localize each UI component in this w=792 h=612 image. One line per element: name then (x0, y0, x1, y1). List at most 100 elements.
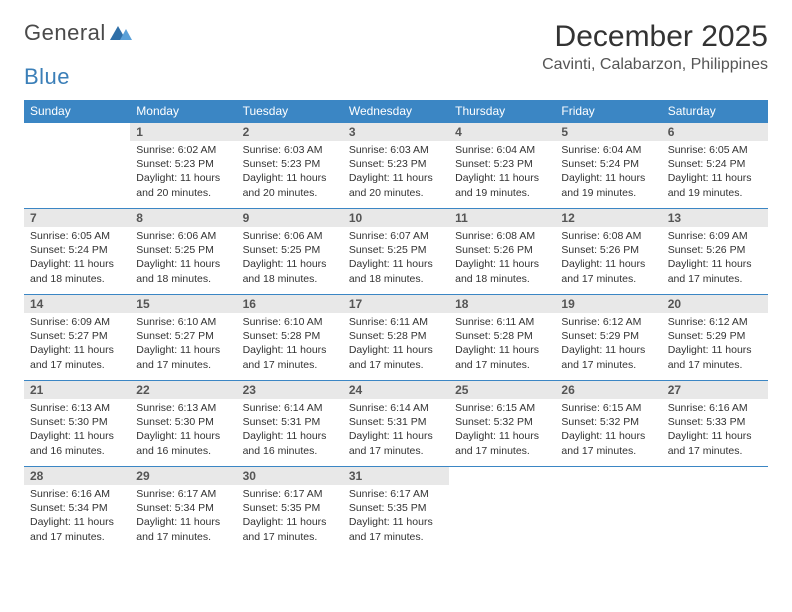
day-number: 25 (449, 381, 555, 399)
day-number: 21 (24, 381, 130, 399)
day-number: 30 (237, 467, 343, 485)
day-body: Sunrise: 6:05 AMSunset: 5:24 PMDaylight:… (662, 141, 768, 204)
day-body: Sunrise: 6:11 AMSunset: 5:28 PMDaylight:… (343, 313, 449, 376)
sunrise-text: Sunrise: 6:08 AM (455, 229, 549, 243)
daylight-text: Daylight: 11 hours and 17 minutes. (561, 257, 655, 285)
day-body: Sunrise: 6:10 AMSunset: 5:27 PMDaylight:… (130, 313, 236, 376)
day-number: 22 (130, 381, 236, 399)
day-number: 9 (237, 209, 343, 227)
day-body: Sunrise: 6:11 AMSunset: 5:28 PMDaylight:… (449, 313, 555, 376)
calendar-day-cell: 14Sunrise: 6:09 AMSunset: 5:27 PMDayligh… (24, 295, 130, 381)
day-body: Sunrise: 6:04 AMSunset: 5:23 PMDaylight:… (449, 141, 555, 204)
weekday-header: Wednesday (343, 100, 449, 123)
day-body: Sunrise: 6:13 AMSunset: 5:30 PMDaylight:… (24, 399, 130, 462)
daylight-text: Daylight: 11 hours and 16 minutes. (136, 429, 230, 457)
calendar-day-cell: 20Sunrise: 6:12 AMSunset: 5:29 PMDayligh… (662, 295, 768, 381)
calendar-day-cell: 26Sunrise: 6:15 AMSunset: 5:32 PMDayligh… (555, 381, 661, 467)
logo: General (24, 20, 132, 46)
sunrise-text: Sunrise: 6:16 AM (668, 401, 762, 415)
daylight-text: Daylight: 11 hours and 18 minutes. (136, 257, 230, 285)
calendar-day-cell: 19Sunrise: 6:12 AMSunset: 5:29 PMDayligh… (555, 295, 661, 381)
sunset-text: Sunset: 5:32 PM (455, 415, 549, 429)
sunrise-text: Sunrise: 6:11 AM (349, 315, 443, 329)
daylight-text: Daylight: 11 hours and 17 minutes. (243, 515, 337, 543)
daylight-text: Daylight: 11 hours and 19 minutes. (561, 171, 655, 199)
day-number: 24 (343, 381, 449, 399)
sunset-text: Sunset: 5:26 PM (455, 243, 549, 257)
daylight-text: Daylight: 11 hours and 17 minutes. (349, 343, 443, 371)
sunrise-text: Sunrise: 6:02 AM (136, 143, 230, 157)
calendar-week-row: 1Sunrise: 6:02 AMSunset: 5:23 PMDaylight… (24, 123, 768, 209)
day-body: Sunrise: 6:03 AMSunset: 5:23 PMDaylight:… (237, 141, 343, 204)
day-number: 18 (449, 295, 555, 313)
day-body: Sunrise: 6:12 AMSunset: 5:29 PMDaylight:… (662, 313, 768, 376)
day-body: Sunrise: 6:13 AMSunset: 5:30 PMDaylight:… (130, 399, 236, 462)
day-body: Sunrise: 6:06 AMSunset: 5:25 PMDaylight:… (237, 227, 343, 290)
daylight-text: Daylight: 11 hours and 17 minutes. (349, 429, 443, 457)
sunrise-text: Sunrise: 6:04 AM (561, 143, 655, 157)
day-number: 27 (662, 381, 768, 399)
calendar-day-cell: 3Sunrise: 6:03 AMSunset: 5:23 PMDaylight… (343, 123, 449, 209)
day-body: Sunrise: 6:07 AMSunset: 5:25 PMDaylight:… (343, 227, 449, 290)
day-number: 7 (24, 209, 130, 227)
sunrise-text: Sunrise: 6:12 AM (561, 315, 655, 329)
sunrise-text: Sunrise: 6:13 AM (30, 401, 124, 415)
daylight-text: Daylight: 11 hours and 17 minutes. (668, 429, 762, 457)
daylight-text: Daylight: 11 hours and 20 minutes. (243, 171, 337, 199)
calendar-day-cell: 13Sunrise: 6:09 AMSunset: 5:26 PMDayligh… (662, 209, 768, 295)
day-body: Sunrise: 6:17 AMSunset: 5:35 PMDaylight:… (237, 485, 343, 548)
sunset-text: Sunset: 5:35 PM (349, 501, 443, 515)
day-number: 23 (237, 381, 343, 399)
daylight-text: Daylight: 11 hours and 20 minutes. (136, 171, 230, 199)
day-number: 20 (662, 295, 768, 313)
daylight-text: Daylight: 11 hours and 17 minutes. (30, 343, 124, 371)
day-body: Sunrise: 6:10 AMSunset: 5:28 PMDaylight:… (237, 313, 343, 376)
daylight-text: Daylight: 11 hours and 17 minutes. (455, 429, 549, 457)
sunset-text: Sunset: 5:29 PM (561, 329, 655, 343)
daylight-text: Daylight: 11 hours and 17 minutes. (349, 515, 443, 543)
sunset-text: Sunset: 5:31 PM (349, 415, 443, 429)
daylight-text: Daylight: 11 hours and 18 minutes. (30, 257, 124, 285)
calendar-day-cell: 9Sunrise: 6:06 AMSunset: 5:25 PMDaylight… (237, 209, 343, 295)
sunrise-text: Sunrise: 6:12 AM (668, 315, 762, 329)
calendar-day-cell (24, 123, 130, 209)
day-body: Sunrise: 6:17 AMSunset: 5:35 PMDaylight:… (343, 485, 449, 548)
daylight-text: Daylight: 11 hours and 17 minutes. (561, 429, 655, 457)
day-number: 16 (237, 295, 343, 313)
sunrise-text: Sunrise: 6:10 AM (136, 315, 230, 329)
weekday-header: Friday (555, 100, 661, 123)
day-body: Sunrise: 6:03 AMSunset: 5:23 PMDaylight:… (343, 141, 449, 204)
logo-word-blue: Blue (24, 64, 70, 89)
calendar-day-cell: 2Sunrise: 6:03 AMSunset: 5:23 PMDaylight… (237, 123, 343, 209)
sunrise-text: Sunrise: 6:10 AM (243, 315, 337, 329)
sunset-text: Sunset: 5:26 PM (561, 243, 655, 257)
daylight-text: Daylight: 11 hours and 17 minutes. (243, 343, 337, 371)
day-number: 8 (130, 209, 236, 227)
sunrise-text: Sunrise: 6:09 AM (668, 229, 762, 243)
sunset-text: Sunset: 5:23 PM (349, 157, 443, 171)
sunrise-text: Sunrise: 6:06 AM (136, 229, 230, 243)
day-number: 4 (449, 123, 555, 141)
day-body (24, 141, 130, 147)
weekday-header: Thursday (449, 100, 555, 123)
sunset-text: Sunset: 5:31 PM (243, 415, 337, 429)
day-body: Sunrise: 6:08 AMSunset: 5:26 PMDaylight:… (449, 227, 555, 290)
calendar-day-cell: 7Sunrise: 6:05 AMSunset: 5:24 PMDaylight… (24, 209, 130, 295)
sunrise-text: Sunrise: 6:08 AM (561, 229, 655, 243)
sunrise-text: Sunrise: 6:05 AM (30, 229, 124, 243)
calendar-day-cell: 15Sunrise: 6:10 AMSunset: 5:27 PMDayligh… (130, 295, 236, 381)
daylight-text: Daylight: 11 hours and 17 minutes. (561, 343, 655, 371)
sunset-text: Sunset: 5:26 PM (668, 243, 762, 257)
day-number: 11 (449, 209, 555, 227)
day-number: 3 (343, 123, 449, 141)
sunrise-text: Sunrise: 6:14 AM (243, 401, 337, 415)
calendar-day-cell: 27Sunrise: 6:16 AMSunset: 5:33 PMDayligh… (662, 381, 768, 467)
weekday-header: Sunday (24, 100, 130, 123)
day-body: Sunrise: 6:06 AMSunset: 5:25 PMDaylight:… (130, 227, 236, 290)
calendar-day-cell: 18Sunrise: 6:11 AMSunset: 5:28 PMDayligh… (449, 295, 555, 381)
calendar-week-row: 14Sunrise: 6:09 AMSunset: 5:27 PMDayligh… (24, 295, 768, 381)
day-body: Sunrise: 6:09 AMSunset: 5:27 PMDaylight:… (24, 313, 130, 376)
sunset-text: Sunset: 5:25 PM (136, 243, 230, 257)
day-body: Sunrise: 6:08 AMSunset: 5:26 PMDaylight:… (555, 227, 661, 290)
logo-word-general: General (24, 20, 106, 46)
